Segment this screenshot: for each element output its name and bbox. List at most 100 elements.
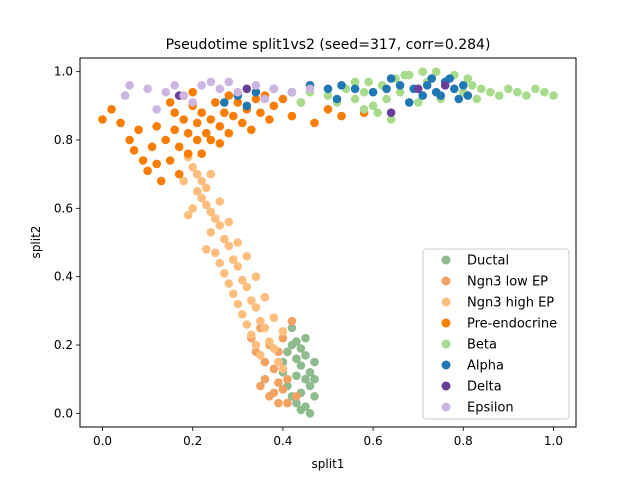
legend-marker-pre-endocrine — [441, 318, 451, 328]
point-pre-endocrine-47 — [224, 91, 234, 100]
point-ngn3-high-ep-41 — [224, 279, 234, 288]
legend-marker-ductal — [441, 255, 451, 265]
point-pre-endocrine-18 — [183, 149, 193, 158]
point-ngn3-high-ep-40 — [251, 272, 261, 282]
point-ngn3-high-ep-45 — [242, 320, 252, 329]
point-pre-endocrine-24 — [206, 115, 216, 124]
point-ngn3-low-ep-9 — [278, 333, 288, 343]
point-ductal-6 — [305, 381, 315, 391]
point-ngn3-high-ep-19 — [229, 289, 238, 299]
point-ngn3-high-ep-29 — [274, 357, 283, 367]
point-ductal-13 — [310, 392, 319, 401]
point-beta-20 — [495, 91, 504, 100]
point-ngn3-high-ep-35 — [183, 210, 193, 220]
point-epsilon-17 — [170, 81, 179, 90]
point-ngn3-high-ep-32 — [215, 197, 225, 206]
point-ngn3-high-ep-8 — [211, 214, 220, 223]
point-beta-19 — [486, 87, 495, 97]
point-pre-endocrine-15 — [174, 169, 184, 179]
point-pre-endocrine-5 — [138, 156, 148, 165]
point-beta-37 — [418, 67, 428, 76]
point-ductal-7 — [310, 357, 319, 367]
point-pre-endocrine-43 — [323, 105, 333, 114]
point-ngn3-low-ep-3 — [278, 385, 288, 394]
legend-label-ngn3-high-ep: Ngn3 high EP — [467, 296, 554, 311]
point-beta-24 — [531, 84, 540, 94]
legend-box — [422, 248, 570, 420]
legend-label-pre-endocrine: Pre-endocrine — [467, 317, 557, 332]
point-beta-9 — [395, 87, 405, 97]
point-ngn3-high-ep-4 — [192, 186, 202, 196]
point-pre-endocrine-39 — [278, 94, 288, 104]
x-tick-label-3: 0.6 — [364, 434, 383, 448]
point-epsilon-12 — [206, 77, 216, 87]
point-beta-3 — [350, 94, 360, 104]
x-tick-label-0: 0.0 — [93, 434, 112, 448]
point-ductal-15 — [292, 371, 301, 381]
point-pre-endocrine-12 — [170, 108, 179, 117]
legend-marker-delta — [441, 381, 451, 391]
point-beta-5 — [368, 101, 378, 111]
point-ngn3-high-ep-20 — [247, 296, 256, 305]
point-ngn3-high-ep-26 — [265, 337, 274, 346]
point-epsilon-0 — [125, 81, 134, 90]
point-pre-endocrine-31 — [238, 118, 247, 128]
point-ngn3-high-ep-11 — [220, 234, 229, 244]
point-epsilon-8 — [269, 84, 279, 94]
point-pre-endocrine-21 — [192, 135, 202, 145]
point-ngn3-high-ep-27 — [269, 344, 279, 353]
point-pre-endocrine-6 — [143, 166, 152, 176]
point-ngn3-high-ep-16 — [220, 269, 229, 278]
point-beta-4 — [359, 87, 369, 97]
point-delta-2 — [413, 84, 423, 94]
point-pre-endocrine-8 — [152, 122, 161, 131]
point-alpha-5 — [323, 84, 333, 94]
legend-label-delta: Delta — [467, 380, 502, 395]
point-beta-0 — [323, 91, 333, 100]
point-epsilon-1 — [143, 84, 152, 94]
point-ngn3-high-ep-13 — [211, 248, 220, 258]
point-pre-endocrine-3 — [125, 135, 134, 145]
point-epsilon-15 — [224, 77, 234, 87]
point-ngn3-high-ep-23 — [256, 316, 265, 326]
point-ngn3-high-ep-47 — [251, 340, 261, 350]
point-delta-1 — [386, 108, 396, 117]
point-ngn3-low-ep-0 — [256, 381, 265, 391]
legend-marker-beta — [441, 339, 451, 349]
point-pre-endocrine-50 — [134, 125, 143, 135]
legend-label-epsilon: Epsilon — [467, 401, 514, 416]
point-ngn3-high-ep-39 — [215, 258, 225, 268]
point-pre-endocrine-2 — [116, 118, 125, 128]
point-beta-28 — [373, 108, 382, 117]
point-beta-35 — [463, 74, 473, 83]
point-ductal-11 — [301, 402, 310, 411]
point-ngn3-low-ep-4 — [283, 398, 292, 408]
x-tick-label-1: 0.2 — [183, 434, 202, 448]
point-ngn3-high-ep-15 — [233, 262, 243, 271]
point-ngn3-high-ep-30 — [278, 364, 288, 374]
point-ngn3-high-ep-25 — [247, 330, 256, 340]
point-alpha-20 — [436, 91, 446, 100]
point-alpha-18 — [454, 94, 464, 104]
point-beta-7 — [382, 94, 391, 104]
point-pre-endocrine-10 — [161, 135, 170, 145]
point-pre-endocrine-14 — [174, 142, 184, 152]
point-ngn3-high-ep-10 — [206, 228, 216, 237]
point-alpha-17 — [463, 91, 473, 100]
point-beta-21 — [504, 84, 513, 94]
point-pre-endocrine-23 — [202, 128, 211, 138]
points-layer — [98, 67, 558, 418]
point-pre-endocrine-49 — [197, 149, 206, 158]
point-ngn3-high-ep-2 — [192, 169, 202, 179]
point-pre-endocrine-0 — [98, 115, 107, 124]
point-pre-endocrine-20 — [192, 118, 202, 128]
point-pre-endocrine-33 — [247, 125, 256, 135]
point-ductal-12 — [305, 409, 315, 418]
point-alpha-9 — [382, 84, 391, 94]
y-axis: 0.0 0.2 0.4 0.6 0.8 1.0 — [54, 65, 80, 420]
point-ngn3-low-ep-7 — [269, 364, 279, 374]
y-tick-label-2: 0.4 — [54, 270, 73, 284]
point-beta-13 — [431, 67, 441, 76]
point-beta-31 — [413, 98, 423, 107]
point-pre-endocrine-22 — [197, 108, 206, 117]
